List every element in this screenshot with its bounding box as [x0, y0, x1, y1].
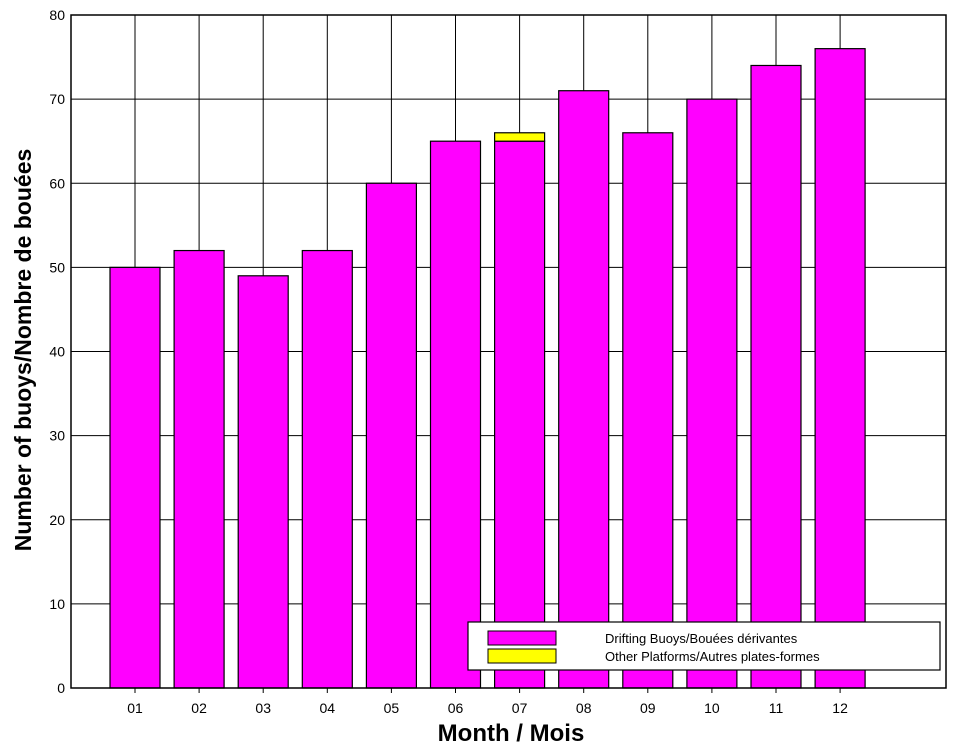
- x-tick-label: 09: [640, 700, 656, 716]
- plot-frame: [70, 14, 947, 689]
- bar-drifting-buoys: [814, 48, 866, 689]
- y-tick-label: 70: [49, 91, 65, 107]
- legend-swatch-drifting-buoys: [487, 630, 557, 646]
- legend-label-other-platforms: Other Platforms/Autres plates-formes: [605, 649, 820, 664]
- x-tick-label: 11: [769, 700, 784, 716]
- x-axis-ticks: 01 02 03 04 05 06 07 08 09 10 11 12: [127, 688, 848, 716]
- bar-drifting-buoys: [558, 90, 610, 689]
- bar-drifting-buoys: [429, 140, 482, 689]
- bar-drifting-buoys: [237, 275, 289, 689]
- x-tick-label: 10: [704, 700, 720, 716]
- bar-drifting-buoys: [301, 249, 353, 689]
- bar-drifting-buoys: [494, 140, 546, 689]
- bar-drifting-buoys: [686, 98, 738, 689]
- bars-group: [109, 48, 866, 689]
- x-axis-title: Month / Mois: [438, 720, 585, 747]
- x-tick-label: 03: [255, 700, 271, 716]
- bar-drifting-buoys: [173, 249, 225, 689]
- x-tick-label: 02: [191, 700, 207, 716]
- legend-swatch-other-platforms: [487, 648, 557, 664]
- y-tick-label: 0: [57, 680, 65, 696]
- y-tick-label: 80: [49, 7, 65, 23]
- bar-drifting-buoys: [750, 64, 802, 689]
- x-tick-label: 08: [576, 700, 592, 716]
- bar-drifting-buoys: [365, 182, 417, 689]
- y-tick-label: 40: [49, 344, 65, 360]
- legend: Drifting Buoys/Bouées dérivantes Other P…: [467, 621, 941, 671]
- y-tick-label: 50: [49, 259, 65, 275]
- y-axis-ticks: 0 10 20 30 40 50 60 70 80: [49, 7, 65, 696]
- x-tick-label: 07: [512, 700, 528, 716]
- legend-box: [467, 621, 941, 671]
- x-tick-label: 12: [832, 700, 848, 716]
- y-tick-label: 20: [49, 512, 65, 528]
- y-tick-label: 30: [49, 428, 65, 444]
- x-tick-label: 06: [448, 700, 464, 716]
- y-tick-label: 10: [49, 596, 65, 612]
- bar-other-platforms: [494, 132, 546, 142]
- x-tick-label: 04: [320, 700, 336, 716]
- bar-drifting-buoys: [622, 132, 674, 689]
- bar-drifting-buoys: [109, 266, 161, 689]
- x-tick-label: 05: [384, 700, 400, 716]
- legend-label-drifting-buoys: Drifting Buoys/Bouées dérivantes: [605, 631, 798, 646]
- y-tick-label: 60: [49, 175, 65, 191]
- x-tick-label: 01: [127, 700, 143, 716]
- y-axis-title: Number of buoys/Nombre de bouées: [10, 149, 36, 552]
